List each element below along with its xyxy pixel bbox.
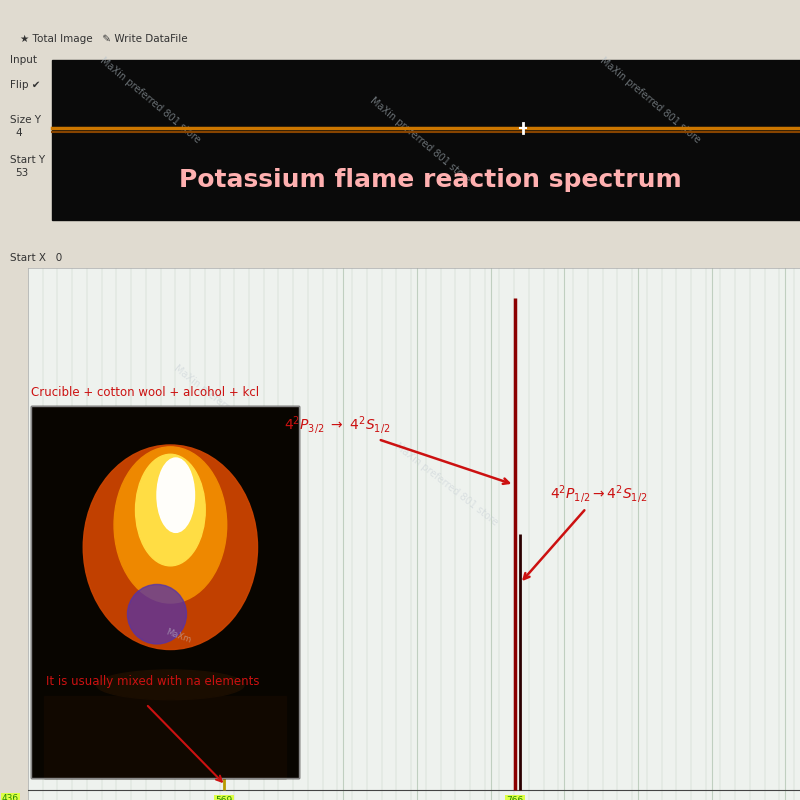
- Ellipse shape: [135, 454, 206, 566]
- Text: Start X   0: Start X 0: [10, 253, 62, 263]
- Text: 766: 766: [506, 796, 523, 800]
- Text: MaXm: MaXm: [165, 628, 192, 646]
- Ellipse shape: [127, 585, 186, 644]
- Text: MaXin preferred 801 store: MaXin preferred 801 store: [598, 55, 702, 145]
- Text: MaXin preferred 801 store: MaXin preferred 801 store: [172, 362, 278, 449]
- Ellipse shape: [97, 670, 244, 700]
- Ellipse shape: [157, 458, 194, 532]
- Text: MaXin preferred 801 store: MaXin preferred 801 store: [393, 442, 500, 528]
- Bar: [31, 406, 299, 778]
- Bar: [52, 60, 800, 220]
- Bar: [31, 406, 299, 778]
- Text: It is usually mixed with na elements: It is usually mixed with na elements: [46, 675, 259, 688]
- Text: Input: Input: [10, 55, 37, 65]
- Text: MaXin preferred 801 store: MaXin preferred 801 store: [98, 55, 202, 145]
- Text: 53: 53: [15, 168, 28, 178]
- Text: 436: 436: [2, 794, 19, 800]
- Text: 569: 569: [215, 796, 233, 800]
- Text: Crucible + cotton wool + alcohol + kcl: Crucible + cotton wool + alcohol + kcl: [31, 386, 259, 398]
- Text: $4^2P_{3/2}\ \rightarrow\ 4^2S_{1/2}$: $4^2P_{3/2}\ \rightarrow\ 4^2S_{1/2}$: [284, 415, 509, 484]
- Text: MaXin preferred 801 store: MaXin preferred 801 store: [368, 95, 472, 185]
- Bar: [44, 696, 286, 778]
- Text: Potassium flame reaction spectrum: Potassium flame reaction spectrum: [178, 168, 682, 192]
- Ellipse shape: [114, 447, 226, 603]
- Text: 4: 4: [15, 128, 22, 138]
- Text: Size Y: Size Y: [10, 115, 41, 125]
- Text: Start Y: Start Y: [10, 155, 45, 165]
- Text: $4^2P_{1/2}{\rightarrow}4^2S_{1/2}$: $4^2P_{1/2}{\rightarrow}4^2S_{1/2}$: [524, 484, 647, 579]
- Text: Flip ✔: Flip ✔: [10, 80, 41, 90]
- Ellipse shape: [83, 445, 258, 650]
- Text: ★ Total Image   ✎ Write DataFile: ★ Total Image ✎ Write DataFile: [20, 34, 188, 44]
